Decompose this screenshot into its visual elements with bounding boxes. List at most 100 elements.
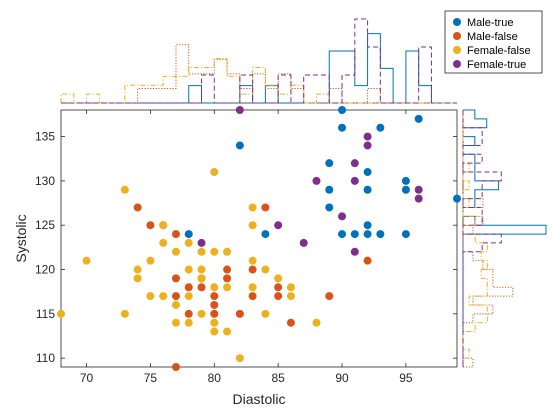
legend-marker-male-true: [453, 18, 461, 26]
point-female-false: [159, 221, 168, 230]
legend-marker-female-false: [453, 46, 461, 54]
point-female-false: [261, 309, 270, 318]
data-points: [57, 106, 461, 371]
point-male-false: [210, 292, 219, 301]
legend-label-female-false: Female-false: [467, 45, 531, 57]
point-male-true: [325, 185, 334, 194]
point-male-false: [261, 203, 270, 212]
scatter-axes: 70 75 80 85 90 95 110 115 120 125 130 135 Diastoli…: [13, 106, 461, 407]
point-female-false: [248, 221, 257, 230]
x-tick-label: 70: [80, 371, 94, 385]
legend-label-male-false: Male-false: [467, 31, 518, 43]
right-hist-female-true: [462, 110, 502, 367]
point-male-true: [453, 194, 461, 203]
point-male-true: [235, 141, 244, 150]
point-male-false: [184, 283, 193, 292]
point-male-false: [146, 221, 155, 230]
x-tick-label: 95: [399, 371, 413, 385]
point-female-true: [299, 238, 308, 247]
y-tick-label: 125: [35, 218, 55, 232]
point-male-true: [325, 203, 334, 212]
point-male-false: [274, 283, 283, 292]
y-tick-label: 130: [35, 174, 55, 188]
point-female-false: [261, 265, 270, 274]
point-male-false: [274, 292, 283, 301]
point-male-true: [338, 230, 347, 239]
point-female-false: [197, 247, 206, 256]
point-female-false: [248, 283, 257, 292]
y-tick-label: 115: [36, 307, 55, 321]
point-female-true: [312, 176, 321, 185]
point-male-true: [261, 230, 270, 239]
point-female-false: [133, 265, 142, 274]
point-female-false: [184, 318, 193, 327]
point-female-false: [120, 185, 129, 194]
point-female-true: [363, 132, 372, 141]
top-hist-female-true: [61, 18, 457, 104]
point-male-false: [248, 265, 257, 274]
right-marginal-histogram: [462, 109, 547, 368]
y-axis-label: Systolic: [13, 214, 29, 262]
point-male-true: [363, 185, 372, 194]
point-male-true: [338, 123, 347, 132]
x-tick-label: 75: [144, 371, 158, 385]
point-female-false: [57, 309, 65, 318]
point-male-true: [184, 230, 193, 239]
x-tick-label: 90: [335, 371, 349, 385]
point-male-true: [401, 230, 410, 239]
point-female-false: [159, 292, 168, 301]
point-male-true: [401, 185, 410, 194]
point-male-false: [197, 283, 206, 292]
point-female-false: [235, 354, 244, 363]
point-female-true: [414, 185, 423, 194]
x-axis-label: Diastolic: [233, 391, 286, 407]
point-male-true: [350, 230, 359, 239]
point-male-false: [171, 292, 180, 301]
y-tick-label: 110: [36, 351, 55, 365]
x-axis-ticks: 70 75 80 85 90 95: [80, 110, 413, 385]
top-marginal-histogram: [60, 18, 457, 104]
top-hist-male-false: [61, 44, 457, 104]
point-female-false: [223, 247, 232, 256]
point-male-false: [235, 309, 244, 318]
point-female-true: [363, 141, 372, 150]
point-female-false: [146, 256, 155, 265]
x-tick-label: 85: [271, 371, 285, 385]
plot-area-frame: [60, 109, 458, 368]
y-axis-ticks: 110 115 120 125 130 135: [35, 130, 457, 365]
point-male-true: [376, 230, 385, 239]
point-female-false: [197, 274, 206, 283]
point-female-false: [210, 247, 219, 256]
point-female-false: [171, 318, 180, 327]
right-hist-male-false: [462, 110, 514, 368]
point-female-true: [338, 212, 347, 221]
point-female-false: [82, 256, 91, 265]
point-female-false: [197, 309, 206, 318]
x-tick-label: 80: [208, 371, 222, 385]
point-female-false: [210, 327, 219, 336]
point-male-false: [133, 203, 142, 212]
point-male-false: [210, 300, 219, 309]
point-male-false: [325, 292, 334, 301]
point-female-true: [235, 106, 244, 114]
point-female-false: [171, 247, 180, 256]
top-hist-female-false: [60, 58, 457, 104]
point-male-true: [401, 176, 410, 185]
point-male-false: [171, 274, 180, 283]
point-female-false: [184, 265, 193, 274]
point-female-false: [223, 327, 232, 336]
point-male-true: [376, 123, 385, 132]
point-female-false: [146, 292, 155, 301]
legend-marker-female-true: [453, 60, 461, 68]
point-female-false: [286, 283, 295, 292]
point-female-true: [274, 221, 283, 230]
point-female-false: [210, 168, 219, 177]
point-female-true: [350, 159, 359, 168]
legend-label-female-true: Female-true: [467, 59, 526, 71]
point-male-false: [223, 265, 232, 274]
point-male-true: [338, 106, 347, 114]
point-female-false: [223, 283, 232, 292]
legend-marker-male-false: [453, 32, 461, 40]
legend-label-male-true: Male-true: [467, 17, 513, 29]
point-female-false: [197, 265, 206, 274]
